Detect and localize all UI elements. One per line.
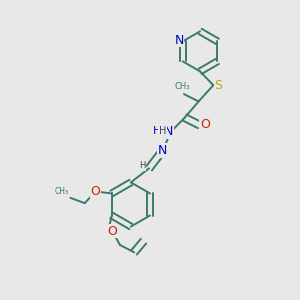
Text: S: S [214,79,223,92]
Text: N: N [164,125,173,138]
Text: O: O [90,185,100,198]
Text: N: N [175,34,184,47]
Text: H: H [159,126,166,136]
Text: O: O [200,118,210,131]
Text: HN: HN [153,126,169,136]
Text: H: H [140,161,146,170]
Text: O: O [108,225,118,238]
Text: N: N [158,144,167,157]
Text: CH₃: CH₃ [55,188,69,196]
Text: CH₃: CH₃ [175,82,190,91]
